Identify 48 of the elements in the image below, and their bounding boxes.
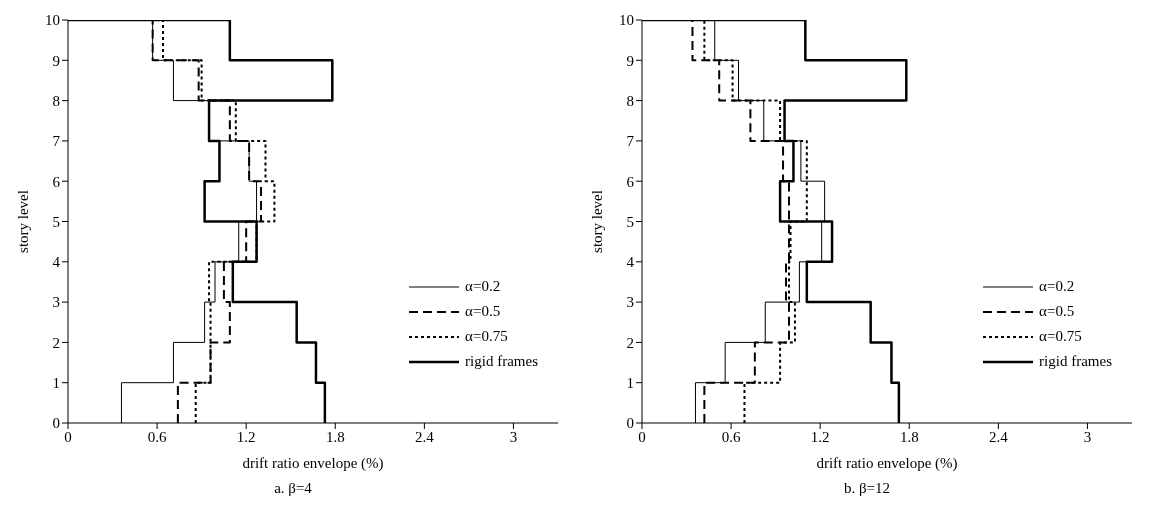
y-tick-label: 3	[626, 294, 634, 311]
x-tick-label: 0.6	[147, 428, 167, 445]
x-axis-title: drift ratio envelope (%)	[816, 455, 958, 472]
y-tick-label: 4	[52, 254, 61, 271]
y-axis-title: story level	[589, 190, 606, 253]
y-tick-label: 2	[626, 334, 634, 351]
text: a. β=4	[273, 480, 313, 497]
legend-label: rigid frames	[465, 353, 538, 370]
y-tick-label: 9	[626, 52, 634, 69]
x-tick-label: 0	[64, 428, 72, 445]
x-tick-label: 2.4	[414, 428, 435, 445]
y-axis-title: story level	[15, 190, 32, 253]
y-tick-label: 4	[626, 254, 635, 271]
y-tick-label: 8	[626, 92, 634, 109]
y-tick-label: 5	[626, 213, 634, 230]
legend-label: α=0.5	[1039, 303, 1075, 320]
y-tick-label: 2	[52, 334, 60, 351]
x-tick-label: 3	[509, 428, 518, 445]
y-tick-label: 1	[52, 375, 60, 392]
x-tick-label: 0	[638, 428, 646, 445]
text: b. β=12	[842, 480, 892, 497]
x-tick-label: 1.8	[325, 428, 345, 445]
legend-label: α=0.2	[1039, 278, 1075, 295]
x-tick-label: 1.2	[236, 428, 256, 445]
y-tick-label: 6	[626, 173, 635, 190]
x-tick-label: 1.8	[899, 428, 919, 445]
y-tick-label: 0	[626, 415, 634, 432]
legend-label: rigid frames	[1039, 353, 1112, 370]
x-tick-label: 3	[1083, 428, 1092, 445]
x-tick-label: 0.6	[721, 428, 741, 445]
y-tick-label: 9	[52, 52, 60, 69]
y-tick-label: 8	[52, 92, 60, 109]
x-tick-label: 1.2	[810, 428, 830, 445]
y-tick-label: 10	[45, 12, 60, 29]
y-tick-label: 5	[52, 213, 60, 230]
y-tick-label: 1	[626, 375, 634, 392]
y-tick-label: 10	[619, 12, 634, 29]
y-tick-label: 7	[52, 133, 61, 150]
y-tick-label: 3	[52, 294, 60, 311]
legend-label: α=0.75	[1039, 328, 1082, 345]
legend-label: α=0.2	[465, 278, 501, 295]
x-axis-title: drift ratio envelope (%)	[242, 455, 384, 472]
legend-label: α=0.5	[465, 303, 501, 320]
y-tick-label: 6	[52, 173, 61, 190]
x-tick-label: 2.4	[988, 428, 1009, 445]
y-tick-label: 0	[52, 415, 60, 432]
legend-label: α=0.75	[465, 328, 508, 345]
y-tick-label: 7	[626, 133, 635, 150]
